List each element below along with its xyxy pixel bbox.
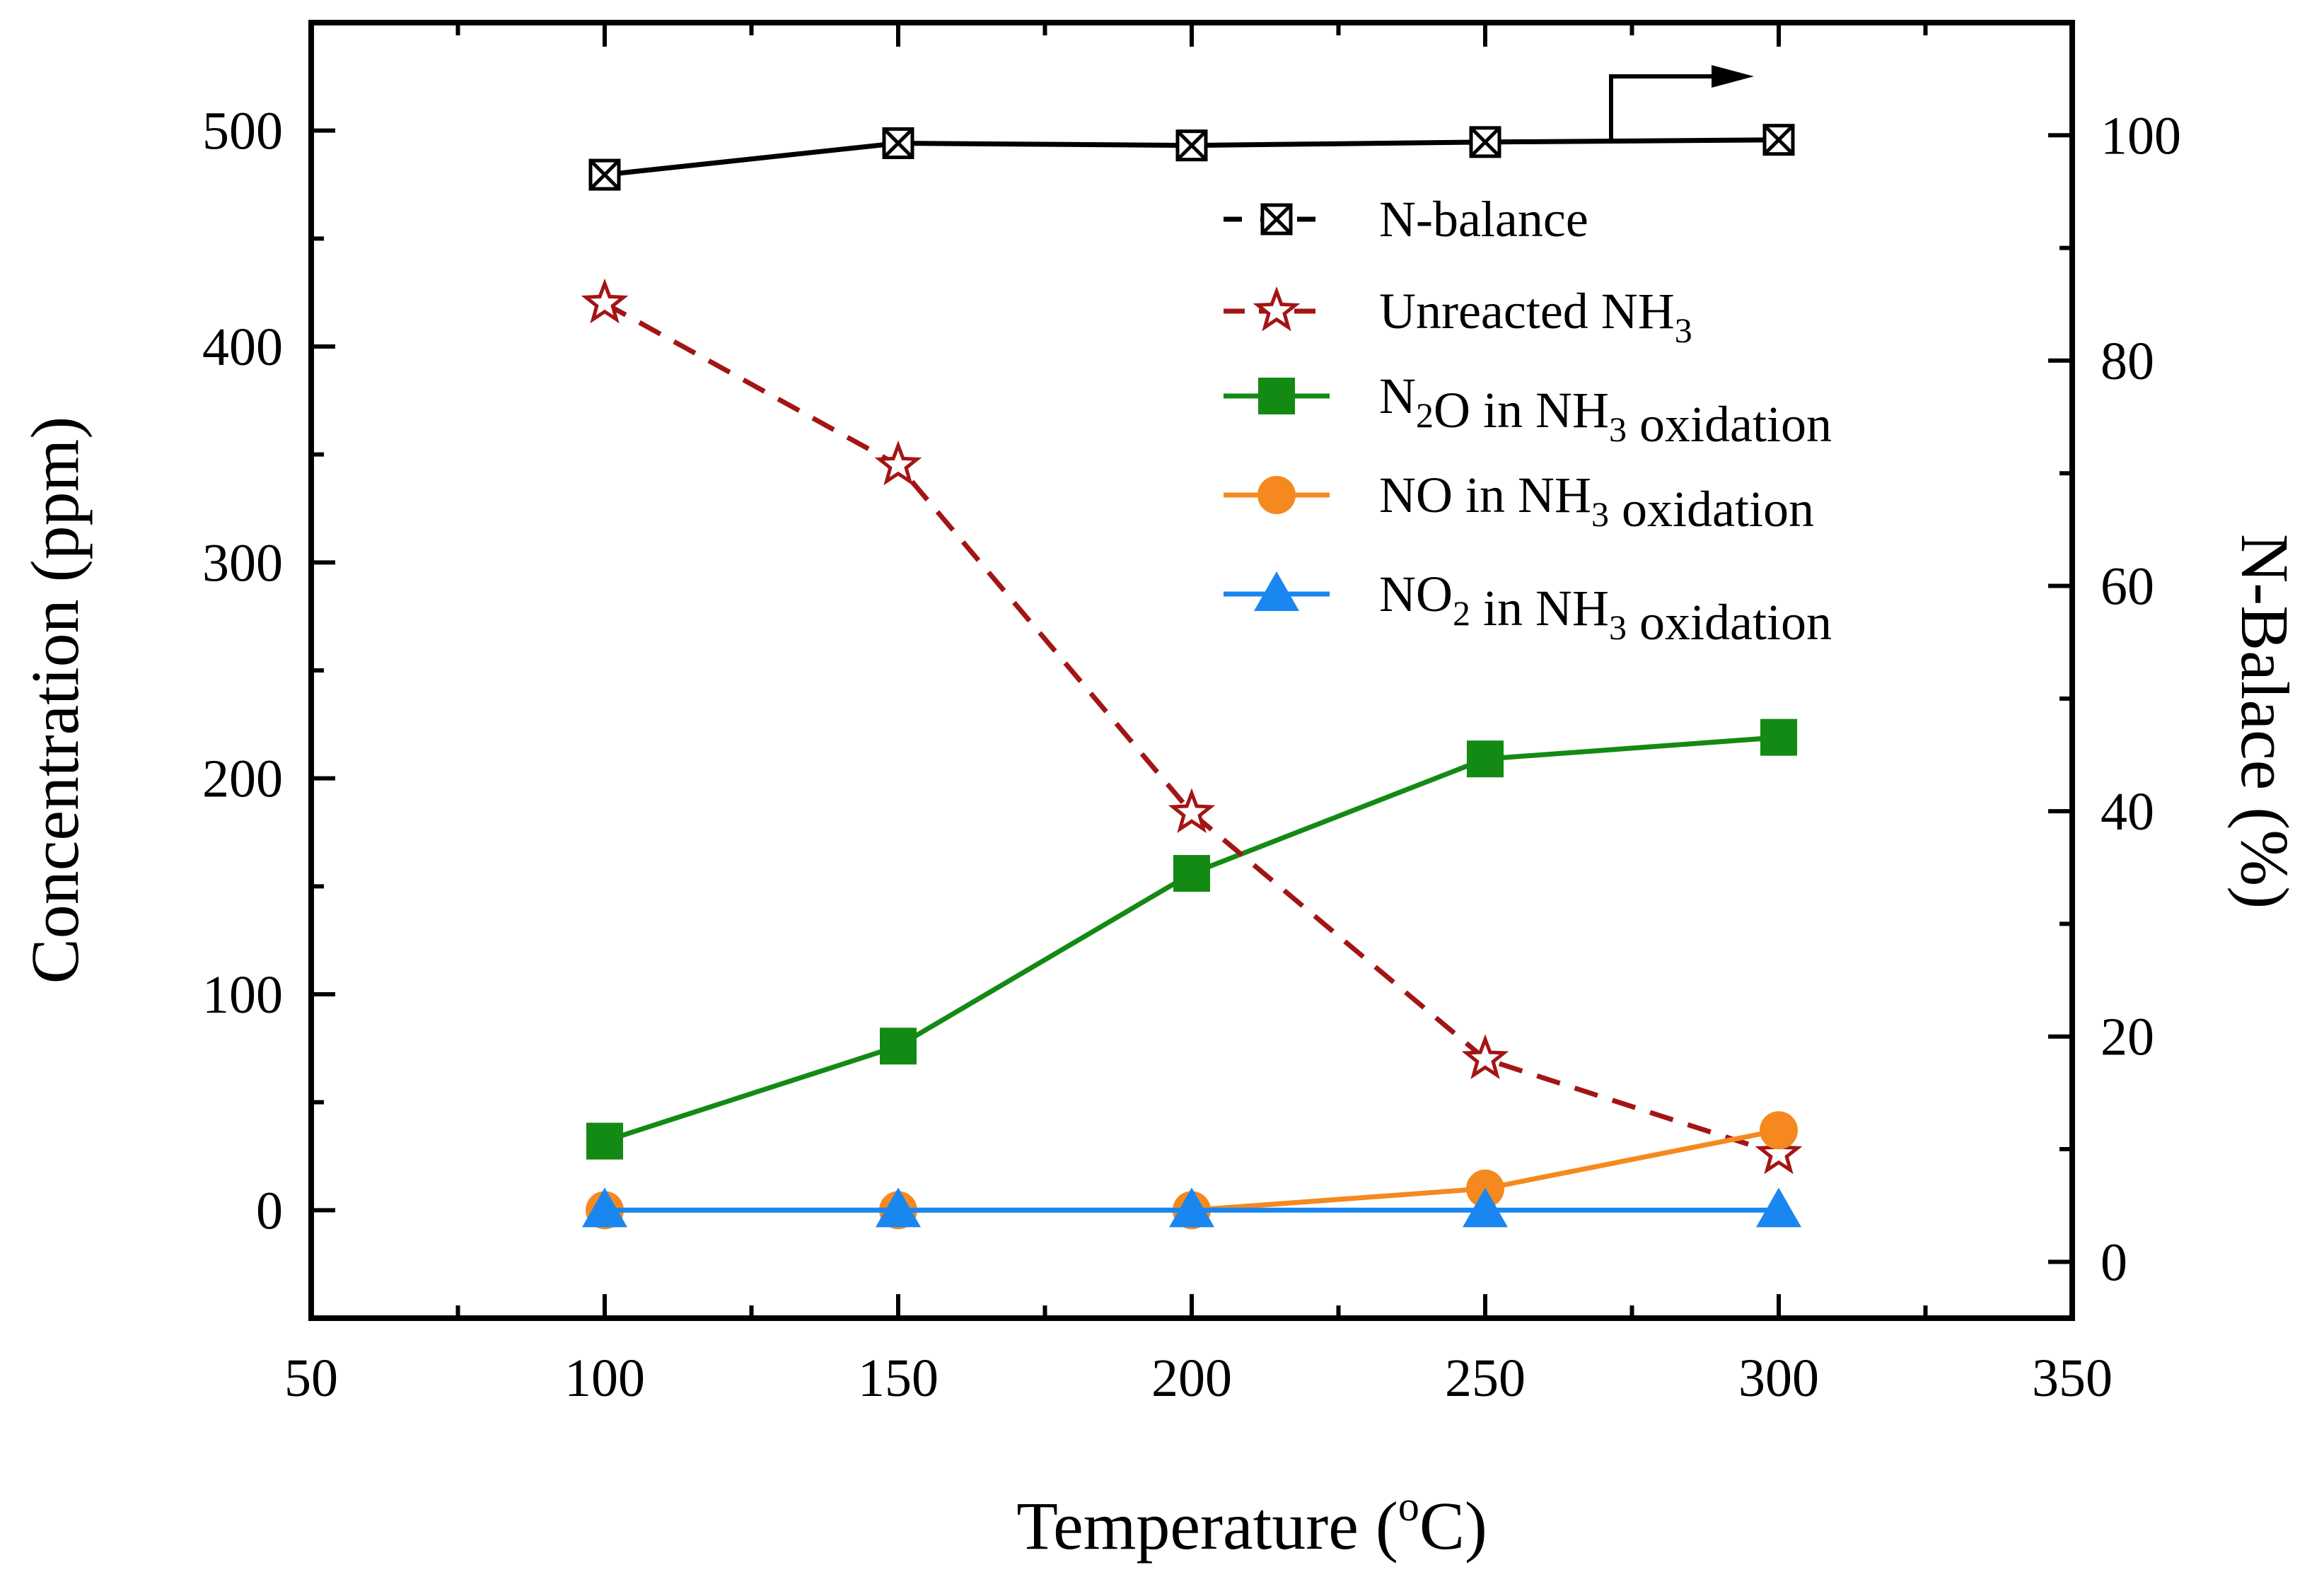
y-left-tick-label: 500 (202, 102, 283, 161)
annotation-arrow-line (1609, 74, 1719, 143)
marker-cross (1176, 129, 1207, 161)
marker-circle (1257, 476, 1296, 514)
marker-square (1258, 378, 1295, 414)
y-left-tick-label: 400 (202, 318, 283, 377)
data-point (581, 278, 629, 324)
marker-triangle (1169, 1187, 1214, 1228)
marker-cross (1763, 124, 1794, 156)
legend-entry-1: Unreacted NH3 (1224, 283, 1692, 350)
data-point (874, 440, 922, 486)
marker-triangle (1756, 1187, 1801, 1228)
legend-label: N-balance (1379, 191, 1588, 248)
legend-label: NO in NH3 oxidation (1379, 467, 1814, 537)
y-left-tick-label: 300 (202, 533, 283, 593)
data-point (1469, 126, 1501, 158)
legend-marker (1253, 286, 1301, 332)
data-point (586, 1122, 623, 1160)
x-tick-label: 350 (2032, 1349, 2113, 1408)
legend-label: NO2 in NH3 oxidation (1379, 566, 1832, 651)
y-axis-right-title: N-Balace (%) (2227, 534, 2303, 909)
marker-square (586, 1122, 623, 1160)
data-point (1168, 788, 1216, 833)
y-axis-left-title: Concentration (ppm) (17, 417, 93, 984)
axes: 50 100 150 200 250 300 350 0 100 200 300 400 500 0 20 4… (202, 20, 2181, 1408)
data-point (1175, 129, 1208, 162)
y-left-tick-label: 0 (256, 1181, 283, 1240)
marker-cross (589, 159, 620, 190)
data-point (1461, 1034, 1509, 1080)
marker-square (1173, 855, 1210, 892)
y-right-tick-label: 40 (2101, 782, 2154, 842)
x-tick-label: 150 (858, 1349, 939, 1408)
data-point (588, 158, 621, 191)
legend-entry-2: N2O in NH3 oxidation (1224, 368, 1832, 453)
y-right-tick-label: 100 (2101, 106, 2181, 165)
data-point (1463, 1187, 1508, 1228)
marker-star (874, 440, 922, 486)
marker-star (1461, 1034, 1509, 1080)
x-tick-label: 250 (1445, 1349, 1526, 1408)
marker-triangle (1463, 1187, 1508, 1228)
data-point (1760, 1111, 1798, 1150)
marker-cross (1470, 127, 1501, 158)
annotation-arrow-head (1712, 65, 1754, 88)
legend-label: Unreacted NH3 (1379, 283, 1692, 350)
x-tick-label: 50 (284, 1349, 338, 1408)
x-tick-label: 300 (1738, 1349, 1819, 1408)
data-point (1756, 1187, 1801, 1228)
x-tick-label: 100 (564, 1349, 645, 1408)
legend-marker (1257, 476, 1296, 514)
legend-marker (1254, 571, 1299, 611)
y-right-tick-label: 80 (2101, 332, 2154, 391)
plot-frame (308, 20, 2075, 1321)
marker-square (1760, 718, 1797, 756)
legend-marker (1260, 203, 1293, 235)
marker-circle (1760, 1111, 1798, 1150)
legend: N-balance Unreacted NH3 N2O in NH3 oxidati… (1224, 191, 1832, 651)
series-layer (581, 124, 1803, 1230)
data-point (876, 1187, 921, 1228)
legend-entry-3: NO in NH3 oxidation (1224, 467, 1814, 537)
data-point (1760, 718, 1797, 756)
marker-triangle (876, 1187, 921, 1228)
marker-cross (1261, 204, 1292, 235)
legend-marker (1258, 378, 1295, 414)
legend-entry-4: NO2 in NH3 oxidation (1224, 566, 1832, 651)
marker-star (1253, 286, 1301, 332)
legend-label: N2O in NH3 oxidation (1379, 368, 1832, 453)
y-left-tick-label: 100 (202, 965, 283, 1025)
data-point (1467, 740, 1504, 778)
data-point (1169, 1187, 1214, 1228)
marker-triangle (1254, 571, 1299, 611)
marker-square (1467, 740, 1504, 778)
y-right-tick-label: 0 (2101, 1233, 2127, 1292)
marker-star (1168, 788, 1216, 833)
marker-star (581, 278, 629, 324)
marker-square (880, 1028, 917, 1065)
marker-cross (883, 127, 914, 159)
data-point (1173, 855, 1210, 892)
x-axis-title: Temperature (oC) (1016, 1483, 1487, 1564)
x-tick-label: 200 (1151, 1349, 1232, 1408)
y-right-tick-label: 60 (2101, 557, 2154, 617)
y-left-tick-label: 200 (202, 750, 283, 809)
data-point (1755, 1129, 1803, 1175)
marker-triangle (582, 1187, 627, 1228)
data-point (880, 1028, 917, 1065)
data-point (1762, 124, 1795, 156)
y-right-tick-label: 20 (2101, 1008, 2154, 1067)
data-point (582, 1187, 627, 1228)
series-line-1 (603, 301, 1780, 1157)
legend-entry-0: N-balance (1224, 191, 1588, 248)
marker-star (1755, 1129, 1803, 1175)
data-point (882, 127, 914, 159)
